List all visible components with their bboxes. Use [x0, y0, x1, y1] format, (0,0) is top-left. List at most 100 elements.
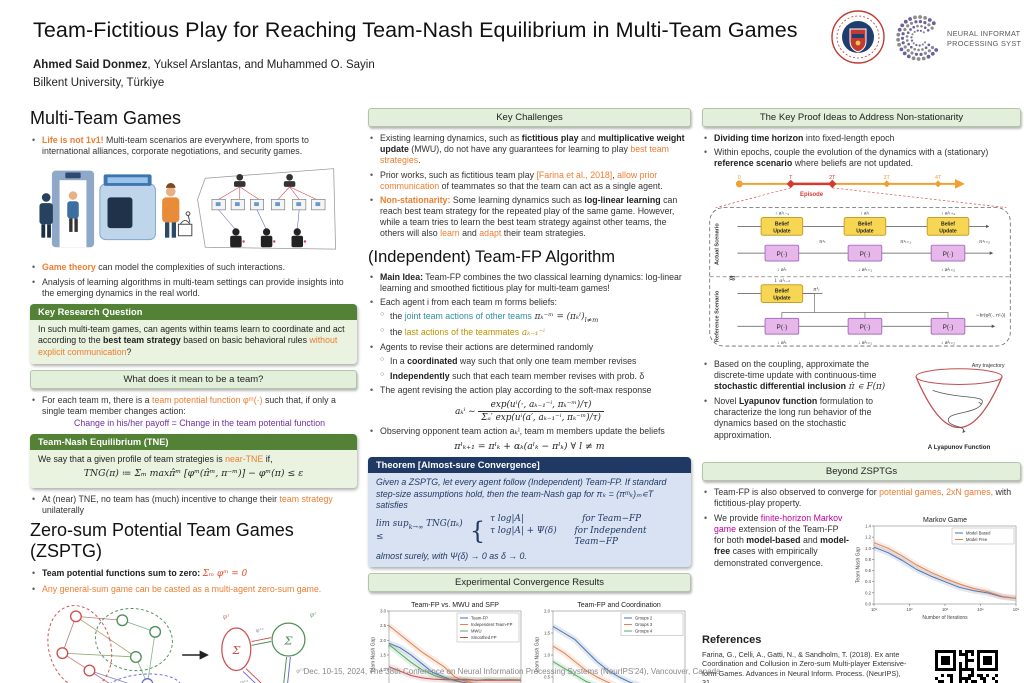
svg-text:1.5: 1.5 [544, 631, 550, 636]
bullet: Team potential functions sum to zero: Σₘ… [30, 568, 357, 580]
svg-text:π¹ₜ₊₁: π¹ₜ₊₁ [900, 239, 911, 245]
svg-text:Model Free: Model Free [966, 537, 988, 542]
section-heading-team-fp-algorithm: (Independent) Team-FP Algorithm [368, 247, 616, 266]
coupling-approx-symbol: ≋ [728, 272, 735, 282]
svg-text:2.0: 2.0 [544, 609, 550, 614]
svg-text:Team Nash Gap: Team Nash Gap [856, 547, 862, 583]
section-heading-zsptg: Zero-sum Potential Team Games (ZSPTG) [30, 520, 294, 562]
conference-footer: Dec. 10-15, 2024, The 38th Conference on… [303, 667, 721, 676]
svg-text:P(·): P(·) [860, 324, 871, 331]
proof-ideas-header: The Key Proof Ideas to Address Non-stati… [702, 108, 1021, 127]
zero-sum-formula: Σₘ φᵐ = 0 [202, 569, 248, 580]
svg-text:P(·): P(·) [943, 324, 954, 331]
svg-text:0.2: 0.2 [865, 590, 871, 595]
svg-text:Groups 3: Groups 3 [635, 622, 653, 627]
phi23-label: φ²³ [296, 668, 304, 674]
bullet: Team-FP is also observed to converge for… [702, 487, 1021, 509]
svg-text:1.5: 1.5 [380, 653, 386, 658]
svg-text:π¹ₜ: π¹ₜ [819, 239, 826, 245]
bullet: Dividing time horizon into fixed-length … [702, 133, 1021, 144]
svg-text:P(·): P(·) [943, 251, 954, 258]
timeline-4T: 4T [935, 174, 942, 180]
phi12-label: φ¹² [256, 628, 264, 634]
actual-scenario-label: Actual Scenario [715, 222, 721, 264]
svg-text:2.5: 2.5 [380, 624, 386, 629]
sub-bullet: the joint team actions of other teams πₖ… [368, 311, 691, 324]
svg-text:10²: 10² [906, 607, 913, 612]
timeline-T: T [789, 174, 793, 180]
svg-text:MWU: MWU [471, 629, 481, 634]
phi2-label: φ² [310, 611, 317, 618]
svg-text:↓ a²ₜ: ↓ a²ₜ [777, 340, 787, 346]
svg-text:Smoothed FP: Smoothed FP [471, 635, 497, 640]
svg-text:0.6: 0.6 [865, 568, 871, 573]
qr-code [934, 649, 998, 683]
bullet: Each agent i from each team m forms beli… [368, 297, 691, 308]
bullet: Within epochs, couple the evolution of t… [702, 147, 1021, 169]
svg-text:Team-FP and Coordination: Team-FP and Coordination [577, 602, 661, 609]
bullet: Analysis of learning algorithms in multi… [30, 277, 357, 299]
coupling-diagram: 0 T 2T 3T 4T Episode Actual Scenario Ref… [702, 174, 1021, 355]
section-heading-multi-team-games: Multi-Team Games [30, 108, 182, 128]
reference-scenario-label: Reference Scenario [715, 289, 721, 341]
tne-box: Team-Nash Equilibrium (TNE) We say that … [30, 434, 357, 489]
svg-text:∼br(φ²(·, π¹ₜ)): ∼br(φ²(·, π¹ₜ)) [976, 312, 1006, 318]
author-rest: , Yuksel Arslantas, and Muhammed O. Sayi… [147, 59, 375, 71]
what-is-a-team-header: What does it mean to be a team? [30, 369, 357, 389]
sigma-red: Σ [231, 643, 241, 657]
svg-text:↓ a²ₜ₊₂: ↓ a²ₜ₊₂ [941, 340, 955, 346]
sigma-green: Σ [283, 633, 293, 647]
column-middle: Key Challenges Existing learning dynamic… [368, 104, 691, 683]
svg-text:0.5: 0.5 [544, 675, 550, 680]
svg-text:Team Nash Gap: Team Nash Gap [535, 637, 541, 673]
neurips-text-1: NEURAL INFORMATION [947, 29, 1021, 38]
bullet: The agent revising the action play accor… [368, 385, 691, 396]
svg-text:π¹ₜ₊₂: π¹ₜ₊₂ [979, 239, 990, 245]
beyond-zsptgs-header: Beyond ZSPTGs [702, 461, 1021, 481]
svg-text:π¹ₜ: π¹ₜ [812, 286, 820, 292]
svg-text:Update: Update [773, 228, 791, 234]
svg-text:1.0: 1.0 [380, 668, 386, 673]
svg-text:Markov Game: Markov Game [923, 517, 967, 524]
reference-1: Farina, G., Celli, A., Gatti, N., & Sand… [702, 649, 907, 683]
bullet: We provide finite-horizon Markov game ex… [702, 513, 849, 569]
any-trajectory-label: Any trajectory [972, 362, 1005, 368]
svg-text:Groups 2: Groups 2 [635, 616, 653, 621]
svg-text:Independent Team-FP: Independent Team-FP [471, 622, 513, 627]
svg-text:↓ a²ₜ₊₁: ↓ a²ₜ₊₁ [858, 266, 872, 272]
svg-text:Update: Update [856, 228, 874, 234]
svg-text:Update: Update [773, 295, 791, 301]
affiliation: Bilkent University, Türkiye [33, 77, 165, 89]
svg-text:0.4: 0.4 [865, 579, 871, 584]
svg-text:1.0: 1.0 [544, 653, 550, 658]
svg-text:Groups 4: Groups 4 [635, 629, 653, 634]
neurips-text-2: PROCESSING SYSTEMS [947, 39, 1021, 48]
theorem-title: Theorem [Almost-sure Convergence] [368, 457, 691, 474]
bullet: Non-stationarity: Some learning dynamics… [368, 195, 691, 240]
column-right: The Key Proof Ideas to Address Non-stati… [702, 104, 1021, 683]
bullet: Prior works, such as fictitious team pla… [368, 170, 691, 192]
experimental-results-header: Experimental Convergence Results [368, 573, 691, 593]
chart-team-fp-coordination: Team-FP and Coordination0.00.51.01.52.01… [532, 598, 690, 683]
svg-text:P(·): P(·) [860, 251, 871, 258]
neurips-swirl-icon [896, 15, 939, 61]
key-challenges-header: Key Challenges [368, 108, 691, 127]
box-title: Key Research Question [30, 303, 357, 320]
svg-text:3.0: 3.0 [380, 609, 386, 614]
svg-text:10¹: 10¹ [871, 607, 878, 612]
key-research-question-box: Key Research Question In such multi-team… [30, 303, 357, 364]
svg-text:Belief: Belief [775, 221, 789, 227]
svg-text:10⁴: 10⁴ [977, 607, 984, 612]
sub-bullet: the last actions of the teammates aₖ₋₁⁻ⁱ [368, 327, 691, 339]
svg-text:2.0: 2.0 [380, 638, 386, 643]
bullet: Agents to revise their actions are deter… [368, 342, 691, 353]
svg-text:Belief: Belief [941, 221, 955, 227]
svg-text:Belief: Belief [858, 221, 872, 227]
svg-text:Team-FP vs. MWU and SFP: Team-FP vs. MWU and SFP [411, 602, 499, 609]
svg-text:1.0: 1.0 [865, 546, 871, 551]
svg-text:1.2: 1.2 [865, 535, 871, 540]
svg-text:10⁵: 10⁵ [1013, 607, 1020, 612]
references-heading: References [702, 633, 762, 646]
chart-markov-game: Markov Game 0.0 0.2 0.4 0.6 0.8 1.0 1.2 1.4 10¹ 10… [853, 513, 1021, 626]
